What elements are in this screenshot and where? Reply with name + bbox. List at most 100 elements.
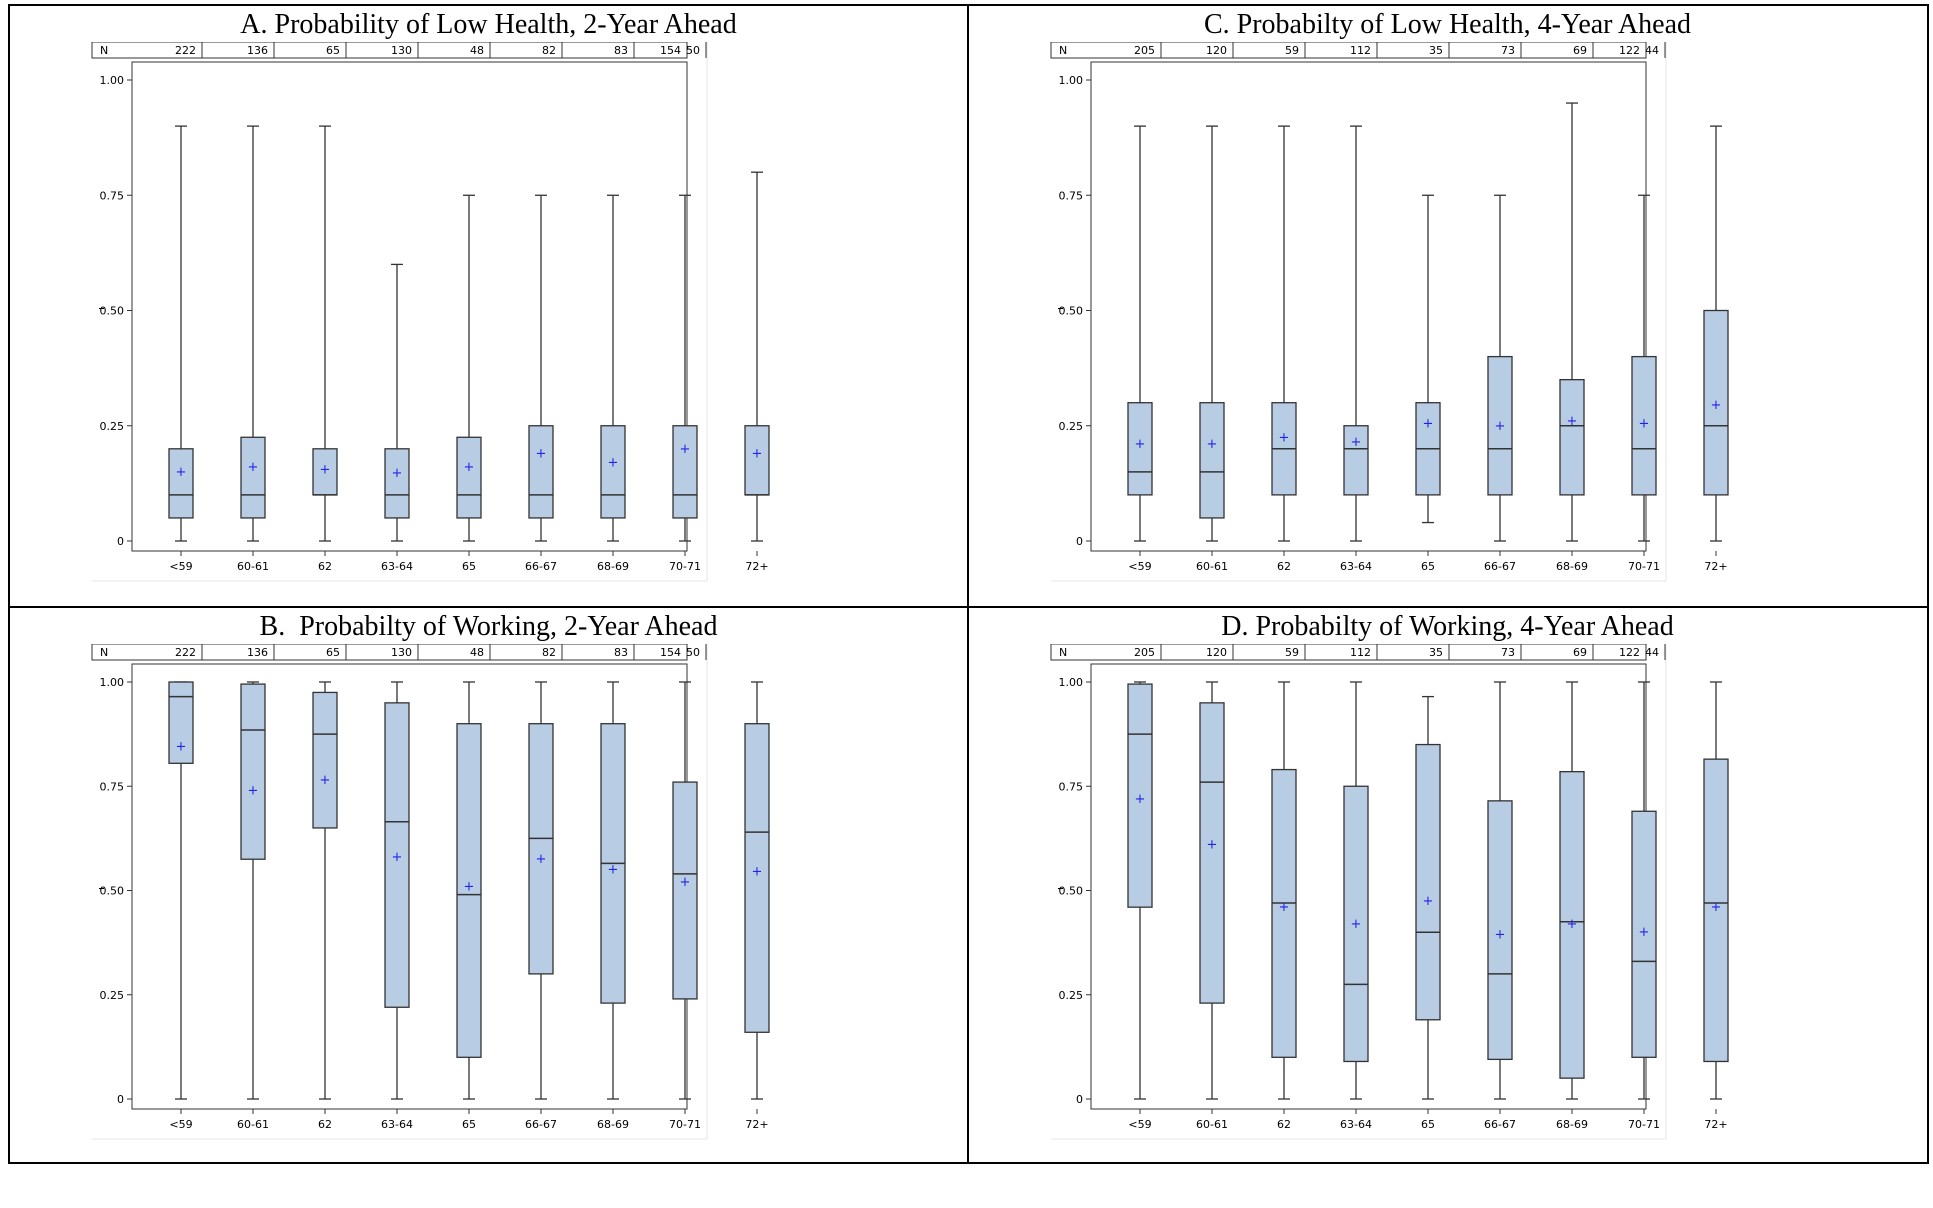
mean-marker: + [1279,900,1290,915]
box-group: + [456,194,482,542]
box-group: + [312,681,338,1100]
box-group: + [1631,681,1657,1100]
n-value: 130 [391,646,412,659]
panel-d: D. Probabilty of Working, 4-Year Ahead N… [969,608,1926,1208]
box-group: + [744,171,770,542]
mean-marker: + [536,446,547,461]
boxplot-chart: N 222 136 65 130 48 82 83 50 154 0 0.25 0.50 0.75 1.00… [91,42,770,582]
panel-title: B. Probabilty of Working, 2-Year Ahead [259,611,718,642]
y-tick-label: 0.75 [100,780,125,793]
n-value: 44 [1645,44,1659,57]
x-tick-label: 68-69 [597,560,629,573]
n-value: 59 [1285,44,1299,57]
n-value: 35 [1429,44,1443,57]
mean-marker: + [1495,419,1506,434]
y-tick-label: 0.75 [100,189,125,202]
y-tick-label: 0.75 [1059,189,1084,202]
x-tick-label: 63-64 [381,1118,413,1131]
panel-c: C. Probabilty of Low Health, 4-Year Ahea… [969,6,1926,606]
n-value: 112 [1350,44,1371,57]
box-group: + [600,194,626,542]
n-value: 120 [1206,646,1227,659]
n-value: 205 [1134,646,1155,659]
box-iqr [744,723,770,1033]
box-group: + [1487,194,1513,542]
mean-marker: + [464,460,475,475]
x-tick-label: 62 [318,560,332,573]
n-value: 154 [660,646,681,659]
x-tick-label: 72+ [1704,1118,1727,1131]
mean-marker: + [752,446,763,461]
box-group: + [1415,695,1441,1100]
x-tick-label: 66-67 [1484,560,1516,573]
y-tick-label: 0 [1076,1093,1083,1106]
mean-marker: + [392,850,403,865]
x-tick-label: 66-67 [1484,1118,1516,1131]
mean-marker: + [1567,917,1578,932]
n-value: 205 [1134,44,1155,57]
mean-marker: + [1639,416,1650,431]
box-iqr [312,691,338,829]
x-tick-label: 72+ [745,1118,768,1131]
n-value: 59 [1285,646,1299,659]
x-tick-label: 68-69 [597,1118,629,1131]
box-group: + [1271,681,1297,1100]
n-value: 222 [175,44,196,57]
n-value: 65 [326,44,340,57]
n-value: 122 [1619,44,1640,57]
boxplot-chart: N 205 120 59 112 35 73 69 44 122 0 0.25 0.50 0.75 1.00… [1050,644,1729,1140]
box-group: + [1343,125,1369,542]
y-tick-label: 0.50 [1059,305,1084,318]
x-tick-label: 70-71 [669,1118,701,1131]
box-group: + [1271,125,1297,542]
y-tick-label: 0 [1076,535,1083,548]
y-tick-label: 0.25 [100,420,125,433]
mean-marker: + [1423,416,1434,431]
box-iqr [1631,810,1657,1058]
x-tick-label: 66-67 [525,1118,557,1131]
box-iqr [1559,378,1585,496]
box-group: + [1559,681,1585,1100]
box-iqr [240,436,266,519]
x-tick-label: 60-61 [237,560,269,573]
box-group: + [1703,681,1729,1100]
n-value: 44 [1645,646,1659,659]
box-group: + [1199,681,1225,1100]
mean-marker: + [320,773,331,788]
box-iqr [1343,785,1369,1063]
box-iqr [1415,743,1441,1021]
y-tick-label: 0.25 [100,989,125,1002]
mean-marker: + [248,460,259,475]
box-group: + [240,681,266,1100]
box-group: + [168,681,194,1100]
mean-marker: + [1207,437,1218,452]
box-group: + [744,681,770,1100]
y-tick-label: 0.50 [1059,885,1084,898]
y-tick-label: 1.00 [1059,676,1084,689]
x-tick-label: 63-64 [1340,1118,1372,1131]
box-iqr [240,683,266,860]
box-iqr [1703,309,1729,496]
n-value: 122 [1619,646,1640,659]
box-group: + [1199,125,1225,542]
x-tick-label: 63-64 [381,560,413,573]
panel-title: C. Probabilty of Low Health, 4-Year Ahea… [1203,9,1692,40]
box-group: + [1415,194,1441,524]
mean-marker: + [1639,925,1650,940]
box-iqr [672,425,698,519]
n-value: 65 [326,646,340,659]
grid-divider-horizontal [10,606,1927,608]
x-tick-label: 66-67 [525,560,557,573]
box-iqr [1271,768,1297,1058]
mean-marker: + [1711,398,1722,413]
n-value: 82 [542,44,556,57]
x-tick-label: 70-71 [1628,1118,1660,1131]
box-group: + [528,681,554,1100]
panel-title: D. Probabilty of Working, 4-Year Ahead [1221,611,1674,642]
box-iqr [672,781,698,1000]
x-tick-label: 60-61 [1196,560,1228,573]
box-iqr [168,681,194,764]
x-tick-label: <59 [1128,560,1151,573]
n-value: 48 [470,646,484,659]
panel-a: A. Probability of Low Health, 2-Year Ahe… [10,6,967,606]
